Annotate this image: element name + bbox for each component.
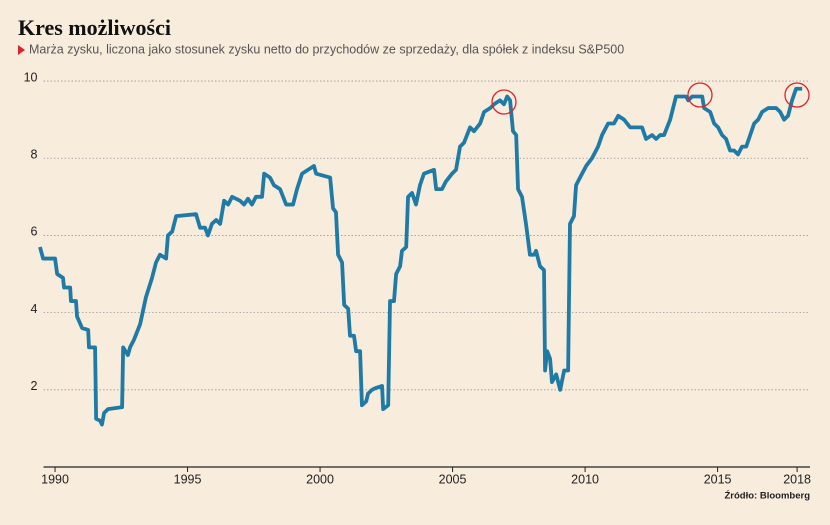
x-tick-label: 2005 <box>439 472 467 486</box>
chart-subtitle: Marża zysku, liczona jako stosunek zysku… <box>29 42 624 56</box>
x-tick-label: 1990 <box>41 472 69 486</box>
x-tick-label: 2010 <box>571 472 599 486</box>
x-tick-label: 2018 <box>783 472 811 486</box>
plot-area: 2 4 6 8 10 1990 1995 2000 2005 2010 2015 2018 <box>24 70 811 486</box>
y-tick-label: 2 <box>31 379 38 393</box>
y-tick-label: 8 <box>31 148 38 162</box>
chart-title: Kres możliwości <box>18 15 171 40</box>
x-tick-label: 1995 <box>174 472 202 486</box>
source: Źródło: Bloomberg <box>725 491 811 502</box>
x-tick-label: 2015 <box>704 472 732 486</box>
y-tick-label: 4 <box>31 302 38 316</box>
subtitle-marker <box>18 45 25 55</box>
x-tick-label: 2000 <box>306 472 334 486</box>
highlight-circle <box>784 82 810 108</box>
highlight-circle <box>687 82 713 108</box>
highlight-circle <box>491 89 517 115</box>
y-tick-label: 10 <box>24 70 38 84</box>
data-line <box>38 86 803 427</box>
y-tick-label: 6 <box>31 225 38 239</box>
